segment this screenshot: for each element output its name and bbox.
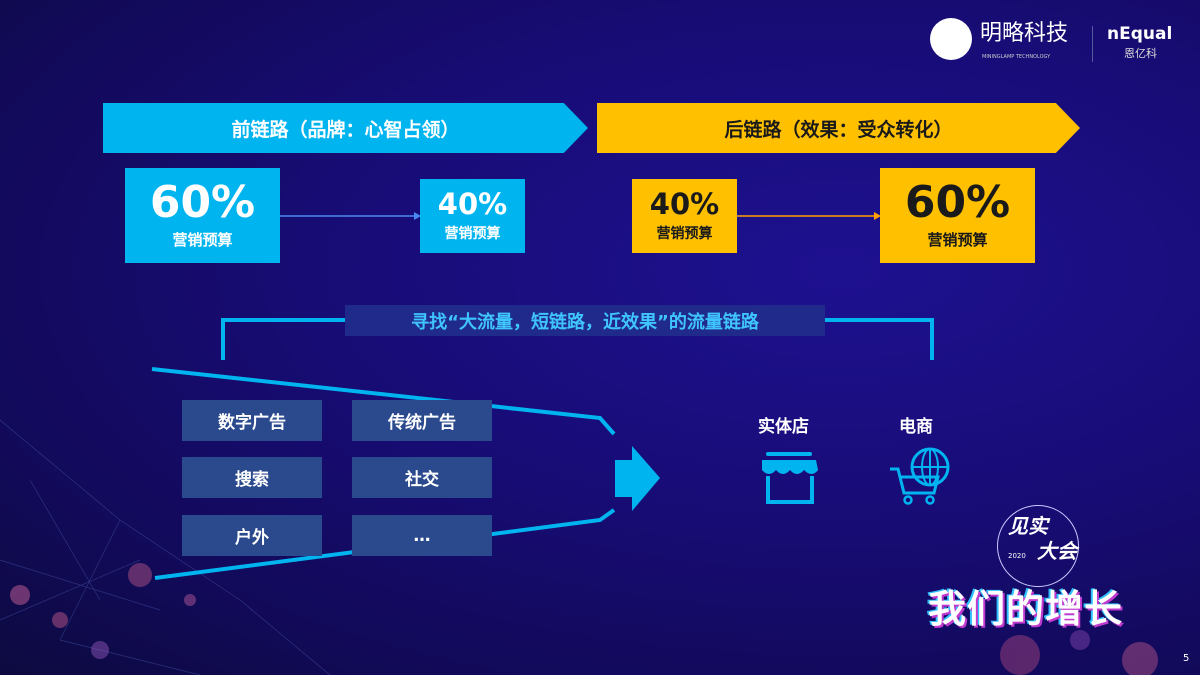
channel-box: 搜索	[182, 457, 322, 498]
front-to-box: 40% 营销预算	[420, 179, 525, 253]
event-logo-circle	[997, 505, 1079, 587]
back-to-box: 60% 营销预算	[880, 168, 1035, 263]
channel-box: 户外	[182, 515, 322, 556]
channel-box: …	[352, 515, 492, 556]
back-from-value: 40%	[649, 186, 720, 221]
front-arrow	[280, 212, 421, 220]
company-logo-icon	[930, 18, 972, 60]
back-from-label: 营销预算	[656, 225, 713, 242]
back-chain-banner: 后链路（效果：受众转化）	[597, 103, 1080, 153]
destination-label-ecommerce: 电商	[899, 417, 933, 437]
destination-label-store: 实体店	[758, 417, 809, 437]
event-logo-year: 2020	[1008, 552, 1026, 560]
front-from-box: 60% 营销预算	[125, 168, 280, 263]
globe-cart-icon	[890, 447, 950, 505]
front-to-value: 40%	[437, 186, 508, 221]
event-logo-line2: 大会	[1037, 539, 1077, 563]
back-to-value: 60%	[904, 177, 1011, 228]
storefront-icon	[762, 452, 818, 504]
channel-box: 数字广告	[182, 400, 322, 441]
page-number: 5	[1183, 653, 1190, 664]
front-from-value: 60%	[149, 177, 256, 228]
back-to-label: 营销预算	[927, 231, 988, 249]
funnel-arrow-icon	[615, 446, 660, 511]
logo-divider	[1092, 26, 1093, 62]
bracket-title: 寻找“大流量，短链路，近效果”的流量链路	[345, 305, 825, 336]
channel-box: 传统广告	[352, 400, 492, 441]
company-name: 明略科技	[980, 21, 1069, 46]
front-to-label: 营销预算	[444, 225, 501, 242]
event-slogan: 我们的增长	[928, 587, 1124, 631]
front-chain-banner: 前链路（品牌：心智占领）	[103, 103, 588, 153]
back-from-box: 40% 营销预算	[632, 179, 737, 253]
front-from-label: 营销预算	[172, 231, 233, 249]
partner-name: nEqual	[1107, 24, 1173, 44]
event-logo-line1: 见实	[1008, 514, 1048, 538]
partner-subname: 恩亿科	[1124, 47, 1157, 60]
company-subname: MININGLAMP TECHNOLOGY	[982, 54, 1051, 60]
back-arrow	[737, 212, 881, 220]
channel-box: 社交	[352, 457, 492, 498]
